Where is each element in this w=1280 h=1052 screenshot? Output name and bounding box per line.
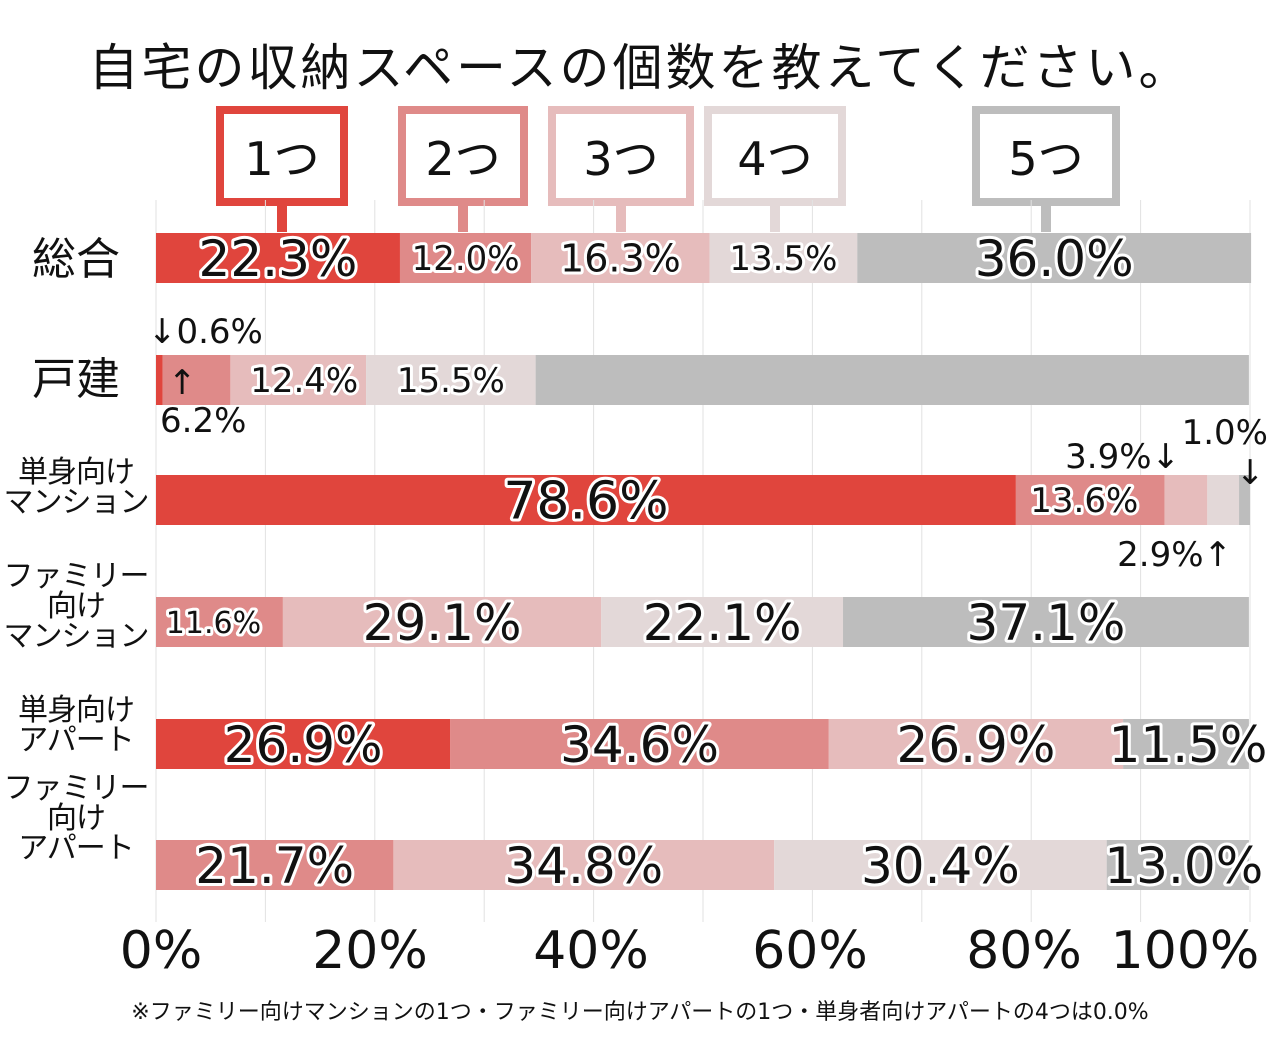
x-tick-label: 20% bbox=[312, 921, 428, 981]
bar-segment bbox=[1106, 840, 1249, 890]
footnote: ※ファミリー向けマンションの1つ・ファミリー向けアパートの1つ・単身者向けアパー… bbox=[131, 1000, 1149, 1025]
bar-segment bbox=[828, 719, 1124, 769]
data-label: 37.1% bbox=[967, 594, 1126, 652]
data-label: 13.6% bbox=[1030, 481, 1138, 521]
chart-title: 自宅の収納スペースの個数を教えてください。 bbox=[88, 39, 1192, 97]
data-label: 29.1% bbox=[363, 594, 522, 652]
bar-segment bbox=[156, 840, 394, 890]
bar-segment bbox=[1207, 475, 1240, 525]
data-label: 12.0% bbox=[412, 239, 520, 279]
legend-label-4: 4つ bbox=[737, 132, 813, 186]
bar-segment bbox=[156, 597, 283, 647]
x-tick-label: 60% bbox=[752, 921, 868, 981]
data-label: 34.6% bbox=[560, 716, 719, 774]
bar-segment bbox=[156, 475, 1016, 525]
annotation-label: 2.9%↑ bbox=[1117, 535, 1232, 575]
annotation-label: 1.0% bbox=[1182, 413, 1268, 453]
legend-item-5: 5つ bbox=[972, 106, 1120, 206]
annotation-label: ↓0.6% bbox=[148, 312, 263, 352]
data-label: 22.1% bbox=[643, 594, 802, 652]
category-label-single-mansion: 単身向け マンション bbox=[3, 455, 150, 520]
bar-segment bbox=[450, 719, 829, 769]
bar-segment bbox=[282, 597, 602, 647]
legend-pointer-4 bbox=[770, 206, 780, 232]
data-label: 36.0% bbox=[975, 230, 1134, 288]
bar-segment bbox=[1123, 719, 1249, 769]
category-label-house: 戸建 bbox=[32, 354, 120, 405]
data-label: 13.0% bbox=[1104, 837, 1263, 895]
category-label-family-apartment: ファミリー 向け アパート bbox=[3, 771, 150, 866]
legend-label-1: 1つ bbox=[244, 132, 320, 186]
x-tick-label: 40% bbox=[533, 921, 649, 981]
data-label: 26.9% bbox=[897, 716, 1056, 774]
legend-pointer-5 bbox=[1041, 206, 1051, 232]
bar-segment bbox=[709, 233, 858, 283]
bar-segment bbox=[393, 840, 775, 890]
data-label: 34.8% bbox=[504, 837, 663, 895]
bar-segment bbox=[1239, 475, 1250, 525]
bar-segment bbox=[843, 597, 1249, 647]
bar-segment bbox=[156, 233, 400, 283]
bar-segment bbox=[531, 233, 710, 283]
data-label: 13.5% bbox=[729, 239, 837, 279]
legend-pointer-2 bbox=[458, 206, 468, 232]
bar-segment bbox=[230, 355, 367, 405]
data-label: 30.4% bbox=[861, 837, 1020, 895]
bars bbox=[156, 233, 1252, 890]
data-label: 22.3% bbox=[199, 230, 358, 288]
legend-item-3: 3つ bbox=[548, 106, 694, 206]
legend-item-1: 1つ bbox=[216, 106, 348, 206]
legend-label-2: 2つ bbox=[425, 132, 501, 186]
data-label: 11.5% bbox=[1109, 716, 1268, 774]
data-label: 21.7% bbox=[195, 837, 354, 895]
bar-segment bbox=[156, 355, 163, 405]
annotations: ↓0.6% ↑6.2% 3.9%↓1.0%↓ 2.9%↑ bbox=[148, 312, 1268, 575]
gridlines bbox=[155, 200, 1251, 922]
legend-label-5: 5つ bbox=[1008, 132, 1084, 186]
category-label-single-apartment: 単身向け アパート bbox=[18, 693, 135, 758]
legend-item-4: 4つ bbox=[704, 106, 846, 206]
bar-segment bbox=[774, 840, 1107, 890]
x-tick-label: 100% bbox=[1111, 921, 1260, 981]
bar-segment bbox=[399, 233, 532, 283]
bar-segment bbox=[857, 233, 1252, 283]
data-label: 11.6% bbox=[166, 606, 261, 641]
annotation-arrow: ↑ bbox=[168, 363, 197, 403]
annotation-label: 3.9%↓ bbox=[1065, 437, 1180, 477]
bar-segment bbox=[156, 719, 451, 769]
data-labels: 22.3% 12.0% 16.3% 13.5% 36.0% 12.4% 15.5% 78.6%… bbox=[163, 227, 1271, 898]
annotation-label: 6.2% bbox=[160, 401, 246, 441]
legend-pointer-1 bbox=[277, 206, 287, 232]
x-tick-label: 80% bbox=[966, 921, 1082, 981]
legend-item-2: 2つ bbox=[398, 106, 528, 206]
data-label: 12.4% bbox=[250, 361, 358, 401]
data-label: 16.3% bbox=[560, 237, 681, 281]
data-label: 15.5% bbox=[397, 361, 505, 401]
bar-segment bbox=[601, 597, 844, 647]
bar-segment bbox=[366, 355, 536, 405]
category-label-family-mansion: ファミリー 向け マンション bbox=[3, 559, 150, 654]
bar-segment bbox=[1164, 475, 1208, 525]
x-tick-label: 0% bbox=[120, 921, 203, 981]
annotation-arrow: ↓ bbox=[1236, 453, 1265, 493]
category-label-all: 総合 bbox=[32, 234, 120, 285]
bar-segment bbox=[162, 355, 231, 405]
legend-label-3: 3つ bbox=[583, 132, 659, 186]
bar-segment bbox=[1015, 475, 1165, 525]
data-label: 26.9% bbox=[224, 716, 383, 774]
bar-segment bbox=[535, 355, 1249, 405]
data-label: 78.6% bbox=[503, 472, 668, 532]
legend-pointer-3 bbox=[616, 206, 626, 232]
x-axis-ticks: 0% 20% 40% 60% 80% 100% bbox=[120, 921, 1260, 981]
